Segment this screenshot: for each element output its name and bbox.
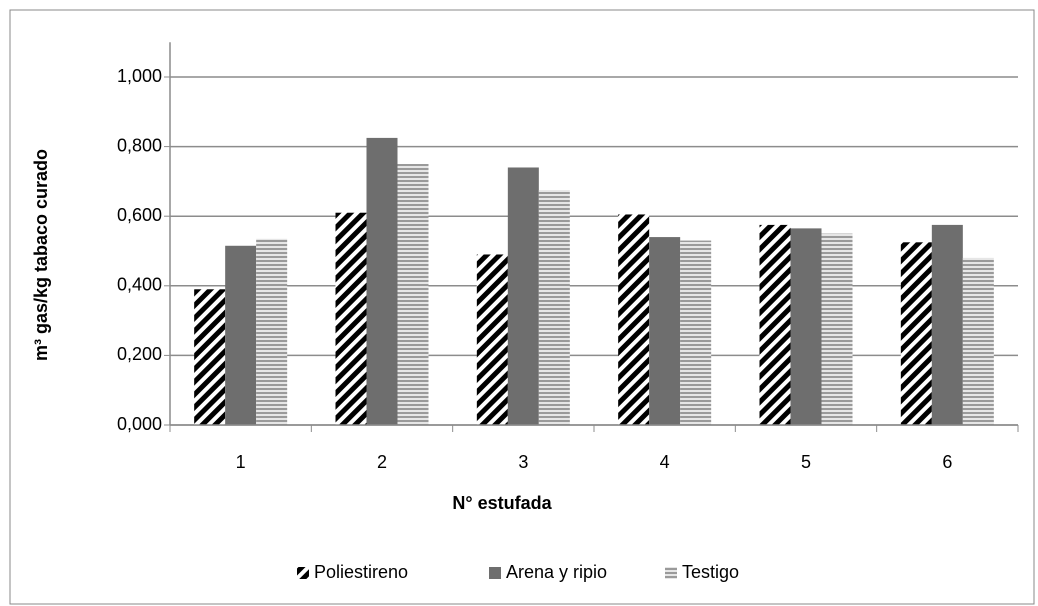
x-tick-label: 3 <box>518 452 528 472</box>
bar <box>225 245 257 425</box>
bar <box>680 240 712 425</box>
x-tick-label: 4 <box>660 452 670 472</box>
legend-label: Arena y ripio <box>506 562 607 582</box>
y-tick-label: 0,000 <box>117 414 162 434</box>
bar <box>507 167 539 426</box>
x-axis-label: N° estufada <box>452 493 552 513</box>
bar <box>759 224 791 425</box>
bar <box>194 289 226 425</box>
y-tick-label: 0,800 <box>117 135 162 155</box>
bar <box>476 254 508 425</box>
x-tick-label: 6 <box>942 452 952 472</box>
y-tick-label: 0,200 <box>117 344 162 364</box>
legend-label: Poliestireno <box>314 562 408 582</box>
x-tick-label: 2 <box>377 452 387 472</box>
legend-swatch <box>489 567 501 579</box>
legend-label: Testigo <box>682 562 739 582</box>
bar <box>538 190 570 425</box>
bar <box>335 212 367 425</box>
bar <box>649 237 681 425</box>
bar <box>790 228 822 425</box>
x-tick-label: 5 <box>801 452 811 472</box>
y-tick-label: 0,600 <box>117 205 162 225</box>
bar <box>821 233 853 425</box>
bar <box>366 137 398 425</box>
legend-swatch <box>665 567 677 579</box>
bar <box>900 242 932 425</box>
bar <box>397 164 429 425</box>
x-tick-label: 1 <box>236 452 246 472</box>
y-axis-label: m³ gas/kg tabaco curado <box>31 149 51 361</box>
bar <box>618 214 650 425</box>
y-tick-label: 0,400 <box>117 275 162 295</box>
bar <box>931 224 963 425</box>
legend-swatch <box>297 567 309 579</box>
bar <box>256 238 288 425</box>
y-tick-label: 1,000 <box>117 66 162 86</box>
bar <box>962 257 994 425</box>
